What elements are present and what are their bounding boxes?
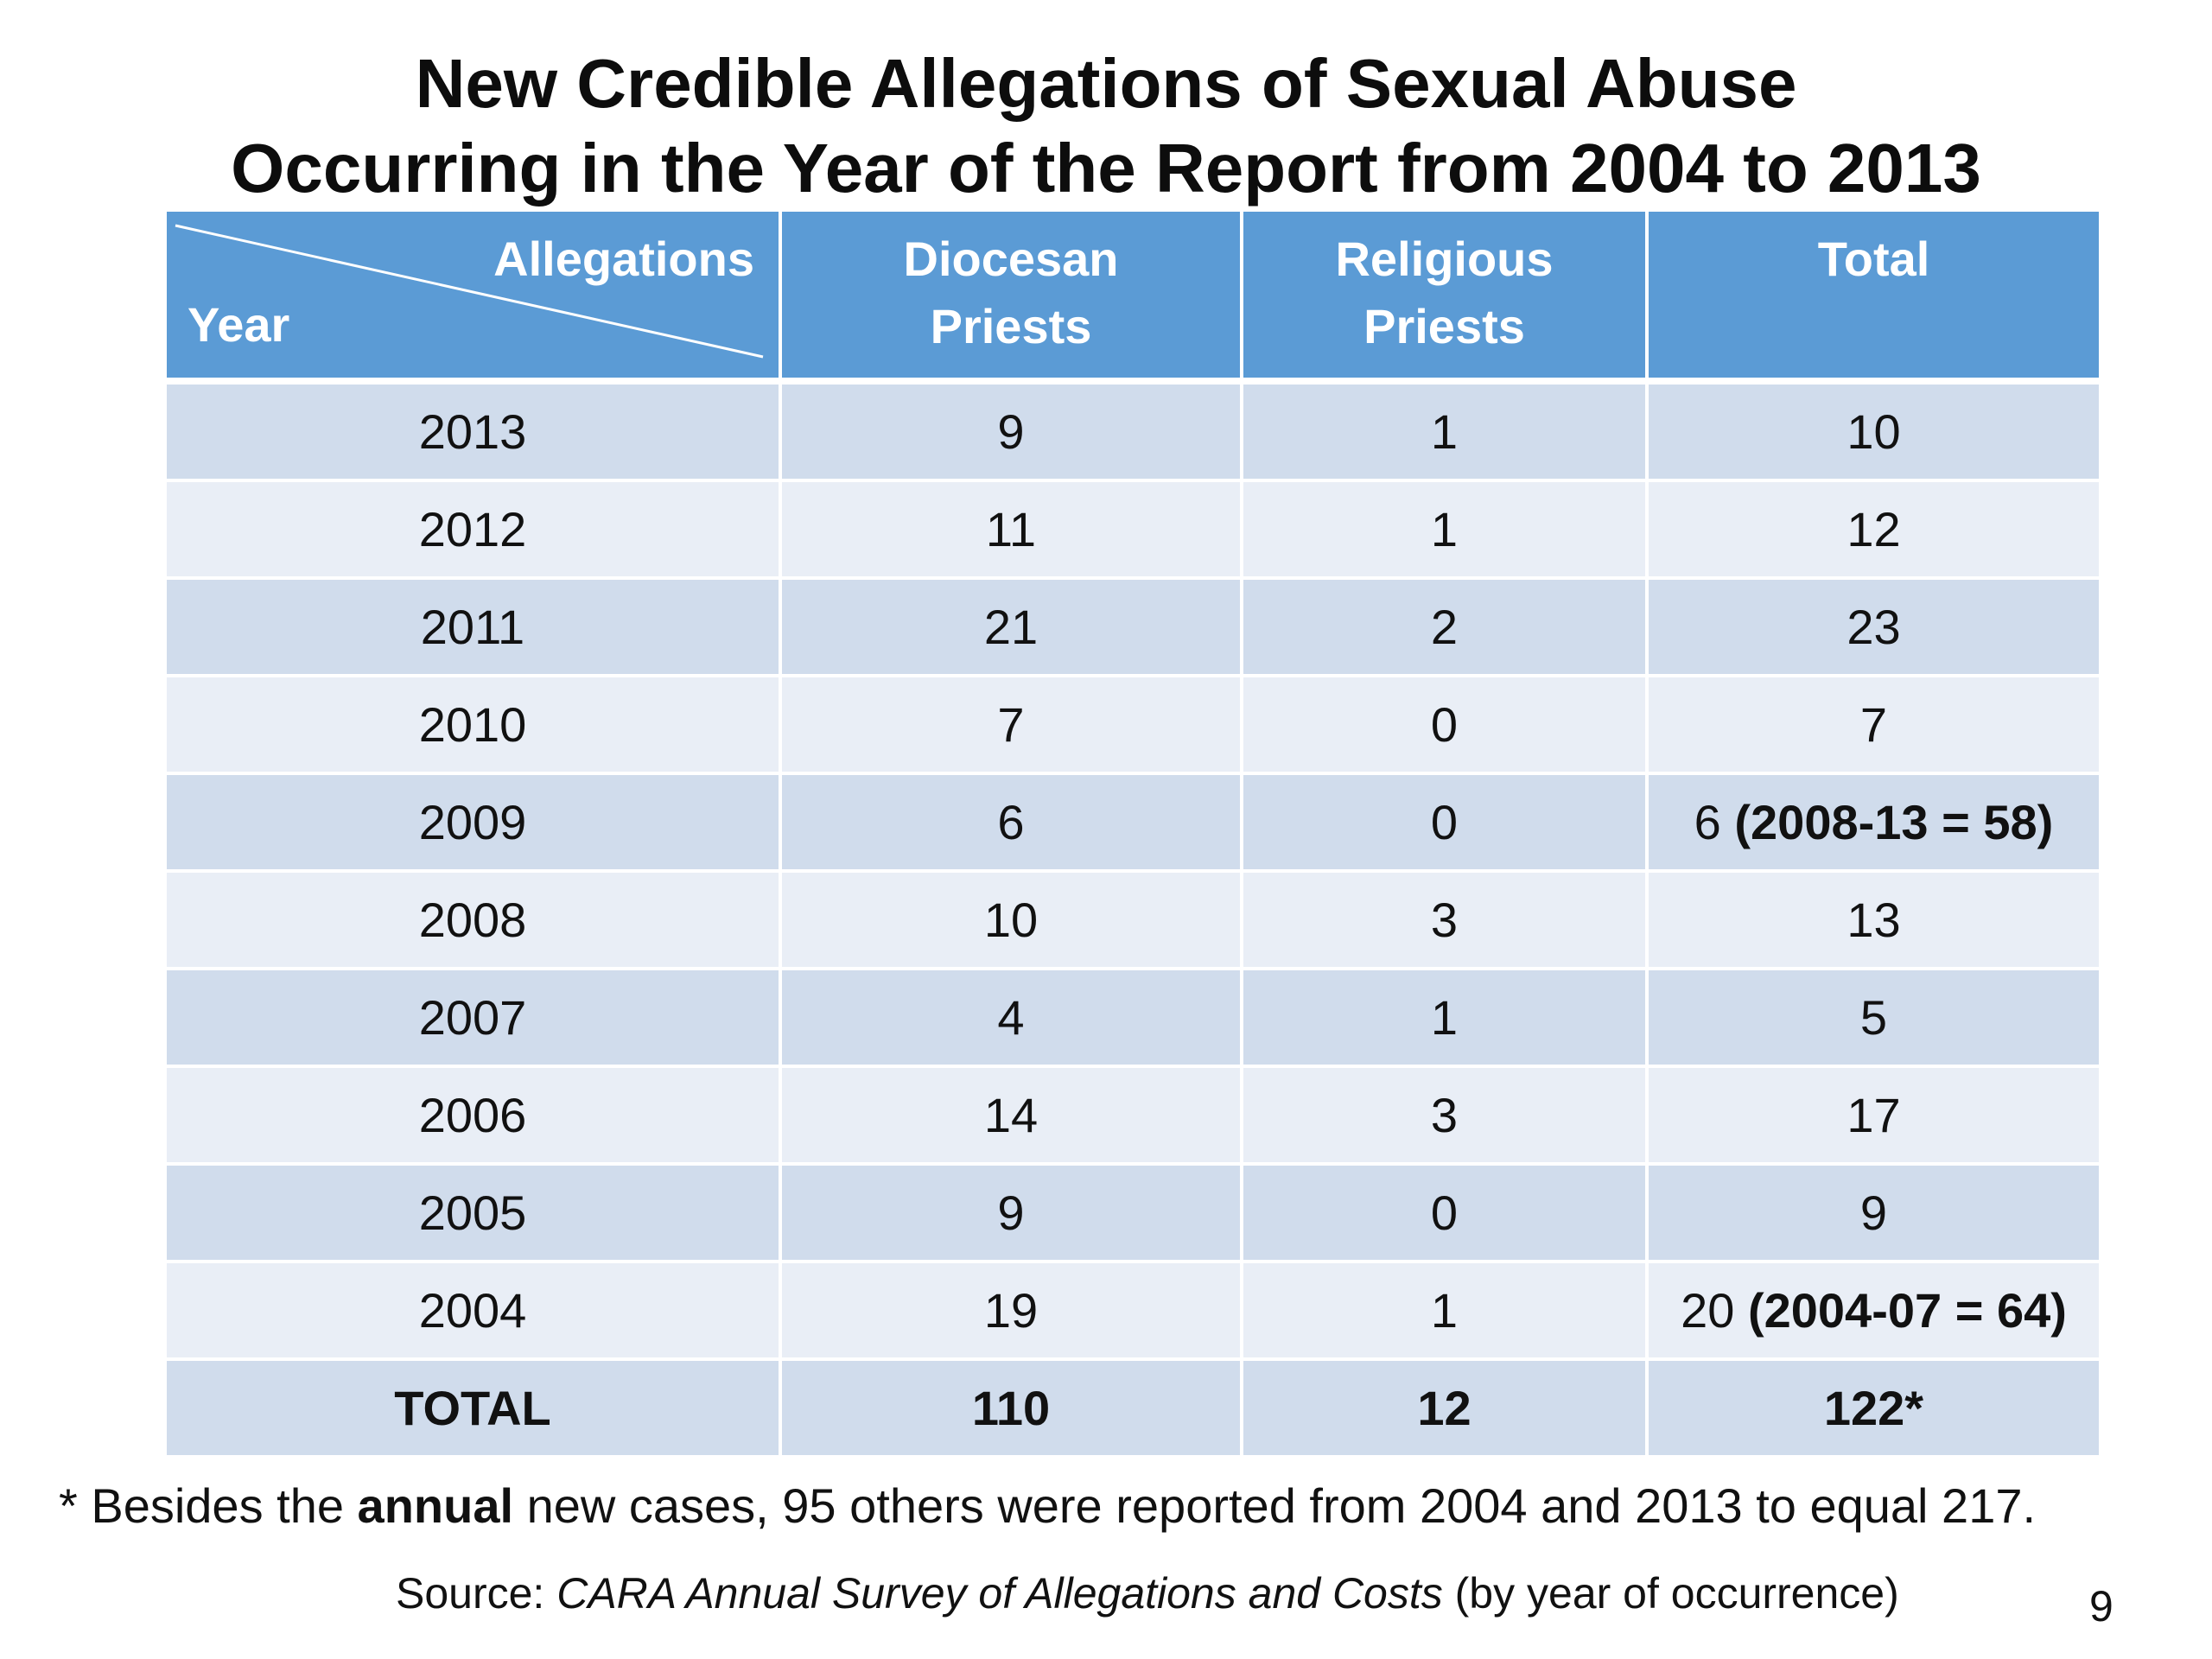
cell-total-label: TOTAL — [167, 1361, 782, 1459]
cell-religious: 3 — [1243, 1068, 1649, 1166]
cell-year: 2012 — [167, 482, 782, 580]
cell-diocesan: 10 — [782, 873, 1243, 970]
source-citation: Source: CARA Annual Survey of Allegation… — [396, 1568, 1899, 1618]
cell-total: 7 — [1649, 677, 2099, 775]
cell-total-diocesan: 110 — [782, 1361, 1243, 1459]
header-religious-priests: Religious Priests — [1243, 212, 1649, 385]
header-diocesan-line-2: Priests — [930, 299, 1092, 353]
header-religious-line-2: Priests — [1363, 299, 1525, 353]
cell-religious: 3 — [1243, 873, 1649, 970]
corner-diagonal-line — [175, 224, 764, 359]
cell-total-value: 5 — [1859, 990, 1888, 1045]
table-row: 2011 21 2 23 — [167, 580, 2099, 677]
cell-religious: 2 — [1243, 580, 1649, 677]
title-line-2: Occurring in the Year of the Report from… — [231, 130, 1981, 207]
table-header-row: Allegations Year Diocesan Priests Religi… — [167, 212, 2099, 385]
header-diocesan-priests: Diocesan Priests — [782, 212, 1243, 385]
page-number: 9 — [2089, 1582, 2113, 1630]
source-prefix: Source: — [396, 1569, 557, 1618]
cell-diocesan: 21 — [782, 580, 1243, 677]
header-allegations-label: Allegations — [493, 232, 754, 286]
cell-total: 17 — [1649, 1068, 2099, 1166]
cell-total: 5 — [1649, 970, 2099, 1068]
table-row: 2004 19 1 20 (2004-07 = 64) — [167, 1263, 2099, 1361]
cell-total: 20 (2004-07 = 64) — [1649, 1263, 2099, 1361]
cell-diocesan: 9 — [782, 1166, 1243, 1263]
cell-religious: 1 — [1243, 385, 1649, 482]
cell-total-value: 23 — [1847, 600, 1901, 654]
table-row: 2010 7 0 7 — [167, 677, 2099, 775]
header-year-label: Year — [188, 297, 290, 352]
header-religious-line-1: Religious — [1335, 232, 1554, 286]
cell-total: 6 (2008-13 = 58) — [1649, 775, 2099, 873]
footnote-bold-word: annual — [357, 1478, 514, 1533]
cell-total-note: (2004-07 = 64) — [1734, 1283, 2067, 1338]
table-total-row: TOTAL 110 12 122* — [167, 1361, 2099, 1459]
cell-year: 2009 — [167, 775, 782, 873]
cell-total-value: 13 — [1847, 893, 1901, 947]
slide-title: New Credible Allegations of Sexual Abuse… — [0, 41, 2212, 211]
table-row: 2008 10 3 13 — [167, 873, 2099, 970]
cell-total: 12 — [1649, 482, 2099, 580]
cell-total-religious: 12 — [1243, 1361, 1649, 1459]
cell-religious: 0 — [1243, 677, 1649, 775]
cell-year: 2010 — [167, 677, 782, 775]
source-suffix: (by year of occurrence) — [1442, 1569, 1899, 1618]
cell-diocesan: 4 — [782, 970, 1243, 1068]
cell-total-note: (2008-13 = 58) — [1720, 795, 2054, 849]
cell-total-value: 9 — [1859, 1185, 1888, 1240]
cell-year: 2004 — [167, 1263, 782, 1361]
allegations-table: Allegations Year Diocesan Priests Religi… — [167, 212, 2099, 1459]
table-row: 2007 4 1 5 — [167, 970, 2099, 1068]
cell-diocesan: 19 — [782, 1263, 1243, 1361]
cell-year: 2005 — [167, 1166, 782, 1263]
cell-total-value: 20 — [1681, 1283, 1735, 1338]
header-diocesan-line-1: Diocesan — [903, 232, 1119, 286]
table-row: 2006 14 3 17 — [167, 1068, 2099, 1166]
footnote-prefix: * Besides the — [59, 1478, 358, 1533]
cell-total-value: 7 — [1859, 697, 1888, 752]
cell-religious: 1 — [1243, 482, 1649, 580]
cell-year: 2011 — [167, 580, 782, 677]
header-corner-cell: Allegations Year — [167, 212, 782, 385]
footnote: * Besides the annual new cases, 95 other… — [59, 1478, 2036, 1534]
cell-year: 2006 — [167, 1068, 782, 1166]
table-row: 2012 11 1 12 — [167, 482, 2099, 580]
cell-diocesan: 6 — [782, 775, 1243, 873]
cell-religious: 0 — [1243, 1166, 1649, 1263]
cell-year: 2008 — [167, 873, 782, 970]
title-line-1: New Credible Allegations of Sexual Abuse — [415, 45, 1797, 122]
cell-diocesan: 7 — [782, 677, 1243, 775]
table-row: 2005 9 0 9 — [167, 1166, 2099, 1263]
cell-religious: 1 — [1243, 970, 1649, 1068]
cell-year: 2007 — [167, 970, 782, 1068]
cell-diocesan: 11 — [782, 482, 1243, 580]
cell-total-value: 10 — [1847, 404, 1901, 459]
cell-total: 23 — [1649, 580, 2099, 677]
cell-total-value: 12 — [1847, 502, 1901, 556]
cell-diocesan: 14 — [782, 1068, 1243, 1166]
cell-grand-total: 122* — [1649, 1361, 2099, 1459]
cell-total: 9 — [1649, 1166, 2099, 1263]
cell-religious: 0 — [1243, 775, 1649, 873]
table-row: 2013 9 1 10 — [167, 385, 2099, 482]
cell-total-value: 17 — [1847, 1088, 1901, 1142]
footnote-suffix: new cases, 95 others were reported from … — [513, 1478, 2037, 1533]
cell-diocesan: 9 — [782, 385, 1243, 482]
table-row: 2009 6 0 6 (2008-13 = 58) — [167, 775, 2099, 873]
header-total: Total — [1649, 212, 2099, 385]
cell-total-value: 6 — [1694, 795, 1721, 849]
cell-total: 10 — [1649, 385, 2099, 482]
cell-total: 13 — [1649, 873, 2099, 970]
cell-religious: 1 — [1243, 1263, 1649, 1361]
source-title: CARA Annual Survey of Allegations and Co… — [556, 1569, 1443, 1618]
cell-year: 2013 — [167, 385, 782, 482]
header-total-label: Total — [1817, 232, 1930, 286]
